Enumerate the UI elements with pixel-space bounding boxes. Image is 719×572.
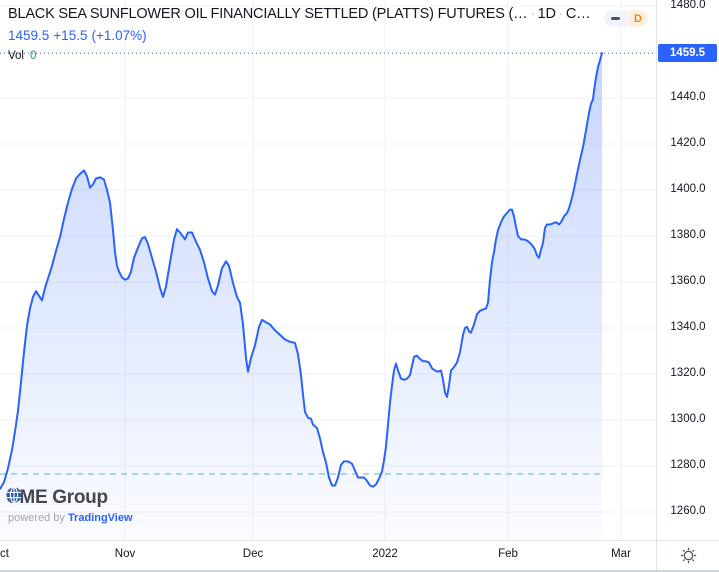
dot-separator: · [558,6,563,21]
quote-row: 1459.5 +15.5 (+1.07%) [8,28,648,43]
price-chart [0,0,656,540]
price-change-pct: (+1.07%) [91,28,147,43]
current-price-value: 1459.5 [669,47,706,60]
time-axis[interactable]: ct Nov Dec 2022 Feb Mar [0,540,656,570]
symbol-title[interactable]: BLACK SEA SUNFLOWER OIL FINANCIALLY SETT… [8,6,528,22]
price-tick-label: 1420.0 [670,137,706,149]
area-fill [0,53,602,540]
collapse-button[interactable] [604,10,627,27]
axis-corner [656,540,719,570]
tradingview-link[interactable]: TradingView [67,512,133,524]
price-tick-label: 1400.0 [670,183,706,195]
price-change: +15.5 [53,28,88,43]
price-tick-label: 1260.0 [670,505,706,517]
price-tick-label: 1380.0 [670,229,706,241]
time-tick-label: Dec [242,548,264,560]
time-tick-label: Nov [114,548,136,560]
volume-row: Vol 0 [8,50,648,62]
settings-sun-icon [680,547,696,564]
chart-pane[interactable]: BLACK SEA SUNFLOWER OIL FINANCIALLY SETT… [0,0,656,540]
last-price: 1459.5 [8,28,50,43]
price-tick-label: 1480.0 [670,0,706,11]
chart-legend: BLACK SEA SUNFLOWER OIL FINANCIALLY SETT… [8,6,648,62]
interval-label[interactable]: 1D [537,6,556,22]
volume-label: Vol [8,50,24,62]
minus-icon [611,17,620,20]
chart-settings-button[interactable] [680,547,697,564]
price-tick-label: 1300.0 [670,413,706,425]
symbol-title-row: BLACK SEA SUNFLOWER OIL FINANCIALLY SETT… [8,6,648,22]
price-tick-label: 1360.0 [670,275,706,287]
price-axis[interactable]: 1459.5 1480.0 1440.0 1420.0 1400.0 1380.0 136… [656,0,719,540]
time-tick-label: ct [0,548,9,560]
dot-separator: · [530,6,535,21]
time-tick-label: 2022 [372,548,398,560]
interval-capsule: D [604,10,648,27]
window-bottom-edge [0,570,719,572]
time-tick-label: Mar [611,548,631,560]
interval-badge[interactable]: D [628,10,648,27]
time-tick-label: Feb [498,548,518,560]
price-tick-label: 1280.0 [670,459,706,471]
price-tick-label: 1440.0 [670,91,706,103]
volume-value: 0 [30,50,37,62]
price-series-line [0,52,603,490]
current-price-label: 1459.5 [658,44,717,63]
price-tick-label: 1320.0 [670,367,706,379]
price-tick-label: 1340.0 [670,321,706,333]
chart-style-label[interactable]: C… [565,6,591,22]
